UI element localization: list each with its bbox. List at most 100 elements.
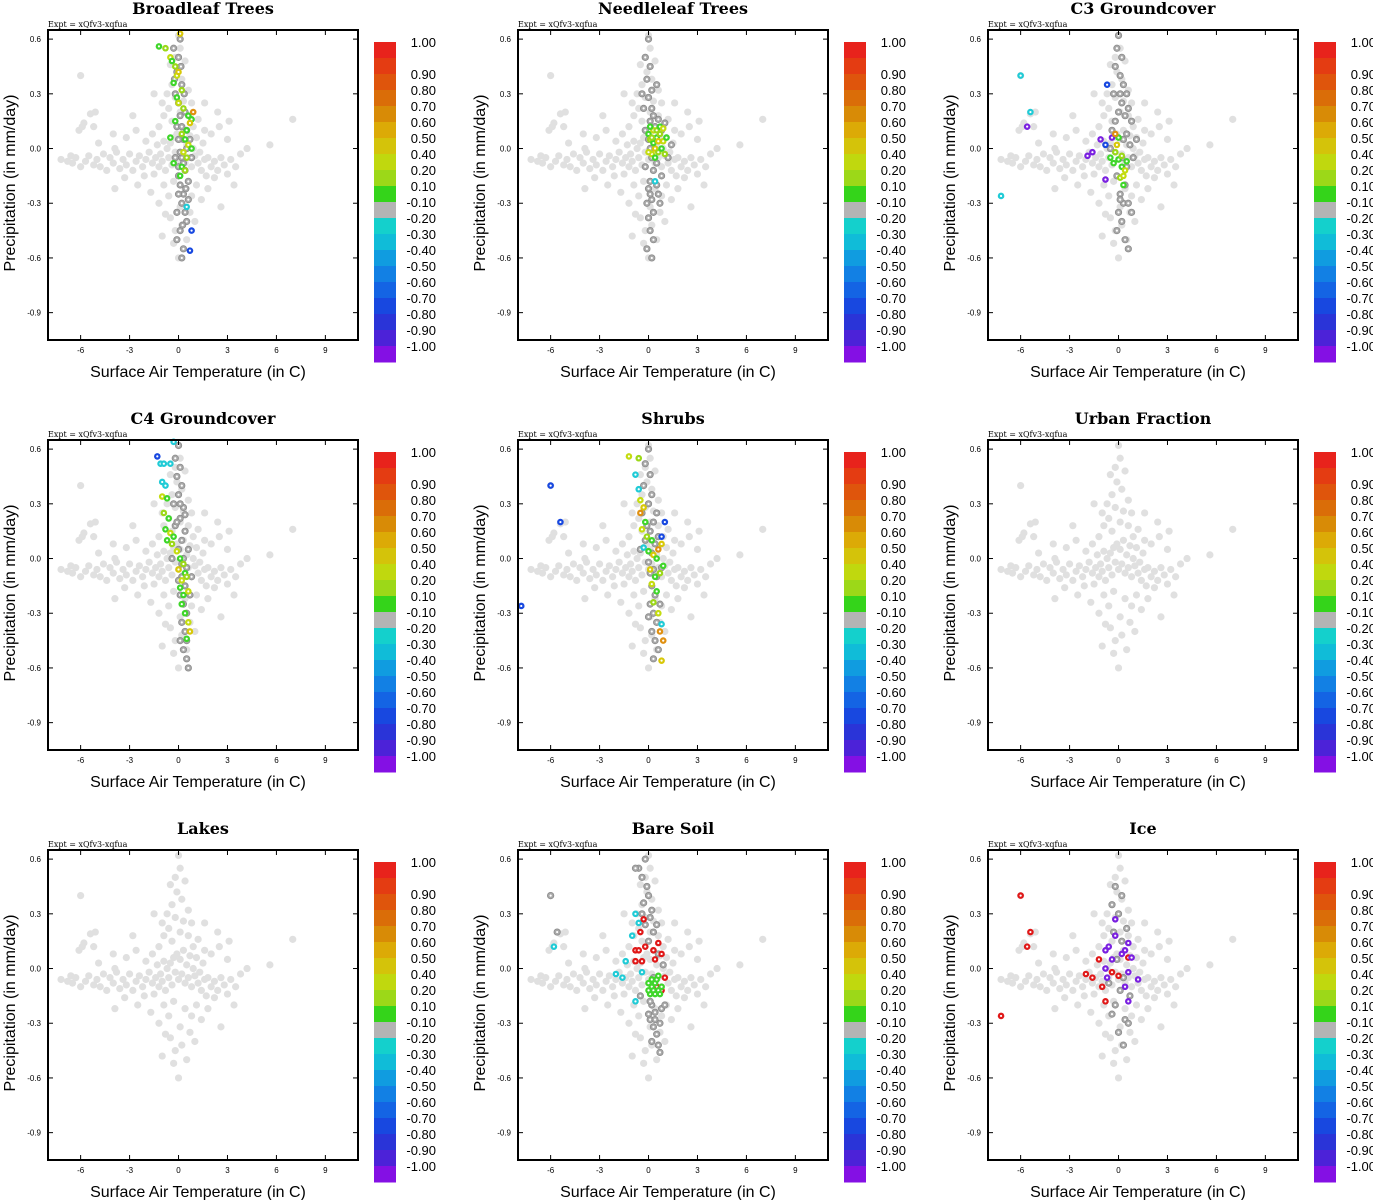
background-point bbox=[605, 562, 613, 570]
background-point bbox=[217, 613, 225, 621]
grey-point-center bbox=[645, 885, 648, 888]
colored-point-center bbox=[657, 974, 660, 977]
colorbar-swatch bbox=[844, 74, 866, 91]
colorbar-label: 0.50 bbox=[1351, 951, 1373, 966]
background-point bbox=[576, 974, 584, 982]
colorbar-label: 0.10 bbox=[1351, 589, 1373, 604]
colorbar-label: 0.40 bbox=[881, 557, 906, 572]
grey-point-center bbox=[183, 584, 187, 587]
colored-point-center bbox=[1127, 971, 1130, 974]
background-point bbox=[602, 946, 610, 954]
colorbar-label: 0.70 bbox=[1351, 99, 1373, 114]
background-point bbox=[1127, 573, 1136, 581]
background-point bbox=[1154, 928, 1162, 936]
colorbar-label: -0.80 bbox=[876, 307, 906, 322]
background-point bbox=[178, 895, 186, 903]
background-point bbox=[106, 564, 114, 572]
background-point bbox=[591, 174, 599, 182]
background-point bbox=[1025, 972, 1033, 980]
grey-point-center bbox=[1110, 1013, 1114, 1016]
background-point bbox=[99, 970, 108, 978]
grey-point-center bbox=[649, 180, 652, 183]
colorbar-swatch bbox=[844, 58, 866, 75]
background-point bbox=[223, 580, 232, 588]
background-point bbox=[605, 152, 613, 160]
colorbar-swatch bbox=[1314, 532, 1336, 549]
background-point bbox=[595, 560, 604, 568]
colored-point-center bbox=[663, 976, 666, 979]
colorbar-label: 0.50 bbox=[411, 131, 436, 146]
background-point bbox=[1110, 649, 1118, 657]
background-point bbox=[168, 901, 176, 909]
colorbar-label: -0.20 bbox=[1346, 1031, 1373, 1046]
background-point bbox=[129, 166, 137, 175]
colorbar-swatch bbox=[844, 596, 866, 613]
colorbar-swatch bbox=[844, 1022, 866, 1039]
background-point bbox=[1098, 157, 1106, 165]
background-point bbox=[635, 602, 643, 610]
background-point bbox=[189, 964, 197, 973]
background-point bbox=[1049, 159, 1057, 167]
colorbar-swatch bbox=[374, 484, 396, 501]
background-point bbox=[1157, 203, 1165, 211]
x-tick-label: 9 bbox=[323, 756, 328, 765]
colorbar-swatch bbox=[374, 500, 396, 517]
background-point bbox=[1170, 591, 1178, 599]
background-point bbox=[1069, 166, 1077, 175]
background-point bbox=[111, 185, 119, 193]
background-point bbox=[1144, 1005, 1152, 1013]
colorbar-label: 0.50 bbox=[881, 541, 906, 556]
background-point bbox=[132, 977, 140, 985]
background-point bbox=[192, 953, 201, 962]
x-axis-label: Surface Air Temperature (in C) bbox=[560, 774, 776, 791]
background-point bbox=[1150, 567, 1159, 575]
background-point bbox=[266, 141, 274, 149]
x-tick-label: 6 bbox=[274, 346, 279, 355]
colorbar-swatch bbox=[844, 218, 866, 235]
colored-point-center bbox=[549, 484, 552, 487]
background-point bbox=[622, 564, 630, 572]
background-point bbox=[165, 192, 173, 200]
background-point bbox=[618, 130, 627, 138]
background-point bbox=[612, 975, 620, 984]
background-point bbox=[135, 972, 143, 980]
background-point bbox=[1082, 975, 1090, 984]
grey-point-center bbox=[640, 912, 644, 915]
expt-label: Expt = xQfv3-xqfua bbox=[518, 20, 598, 29]
background-point bbox=[1126, 618, 1134, 626]
colored-point-center bbox=[180, 603, 183, 606]
background-point bbox=[1021, 157, 1030, 165]
background-point bbox=[674, 564, 682, 572]
colored-point-center bbox=[1104, 949, 1107, 952]
colored-point-center bbox=[634, 912, 637, 915]
background-point bbox=[1069, 576, 1077, 585]
colorbar-swatch bbox=[374, 90, 396, 107]
background-point bbox=[636, 214, 644, 222]
background-point bbox=[573, 576, 581, 585]
colorbar-swatch bbox=[1314, 1134, 1336, 1151]
background-point bbox=[160, 547, 168, 555]
background-point bbox=[223, 955, 232, 964]
background-point bbox=[1092, 154, 1100, 162]
grey-point-center bbox=[179, 517, 182, 520]
background-point bbox=[1096, 970, 1105, 978]
grey-point-center bbox=[1122, 1044, 1125, 1047]
background-point bbox=[1046, 154, 1054, 162]
colorbar-label: 0.40 bbox=[881, 147, 906, 162]
colorbar-label: 0.60 bbox=[411, 525, 436, 540]
background-point bbox=[636, 61, 644, 69]
colored-point-center bbox=[665, 136, 668, 139]
grey-point-center bbox=[175, 475, 178, 478]
background-point bbox=[662, 953, 671, 962]
background-point bbox=[1106, 214, 1114, 222]
background-point bbox=[671, 509, 679, 517]
colorbar-label: -0.40 bbox=[876, 243, 906, 258]
colorbar-swatch bbox=[374, 234, 396, 251]
colorbar-swatch bbox=[844, 1150, 866, 1167]
colorbar-swatch bbox=[844, 1070, 866, 1087]
background-point bbox=[1132, 1001, 1141, 1009]
background-point bbox=[168, 937, 176, 945]
colorbar-label: 0.10 bbox=[881, 999, 906, 1014]
background-point bbox=[1072, 157, 1080, 165]
colorbar-label: 0.20 bbox=[1351, 573, 1373, 588]
